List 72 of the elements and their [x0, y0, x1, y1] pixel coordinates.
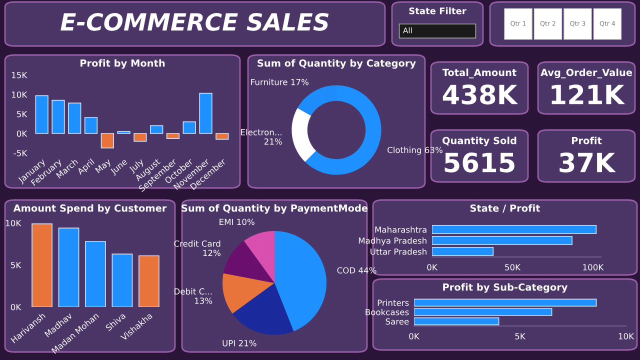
bar [35, 95, 48, 134]
bar [432, 236, 572, 246]
bar [216, 133, 229, 140]
x-tick-label: 0K [427, 264, 438, 270]
slice-label: Clothing 63% [388, 146, 442, 155]
bar [134, 133, 147, 142]
pie-slice [244, 231, 274, 283]
bar [199, 92, 212, 134]
chart-title: Sum of Quantity by PaymentMode [182, 204, 368, 214]
bar [58, 228, 80, 307]
bar [166, 133, 180, 139]
bar [182, 121, 196, 134]
chart-title: Amount Spend by Customer [13, 204, 167, 214]
y-tick-label: Uttar Pradesh [370, 248, 426, 255]
y-tick-label: -5K [14, 150, 28, 156]
slice-label: UPI 21% [222, 340, 256, 346]
bar [85, 241, 106, 307]
pie-slice [223, 240, 274, 283]
x-tick-label: 10K [618, 333, 634, 340]
donut-slice [292, 108, 316, 162]
text: 5615 [444, 152, 514, 172]
bar [432, 224, 597, 234]
y-tick-label: Saree [386, 318, 409, 325]
bar [68, 102, 82, 134]
y-tick-label: 5K [17, 111, 28, 118]
y-tick-label: 10K [12, 91, 28, 98]
bar [84, 117, 98, 134]
x-tick-label: 50K [505, 264, 521, 270]
y-tick-label: 0K [10, 304, 22, 310]
y-tick-label: Madhya Pradesh [358, 237, 426, 246]
bar [150, 125, 164, 134]
pie-slice [274, 231, 326, 332]
text: Avg_Order_Value [540, 68, 632, 78]
chart-title: Profit by Sub-Category [443, 283, 568, 293]
text: Quantity Sold [442, 136, 516, 146]
pie-slice [232, 283, 294, 335]
text: E-COMMERCE SALES [60, 12, 329, 31]
slice-label: Credit Card [174, 240, 220, 247]
slice-label: Debit C... [174, 288, 212, 295]
slice-label: COD 44% [337, 267, 376, 274]
bar [32, 223, 52, 307]
text: 121K [552, 84, 626, 104]
chart-title: Profit by Month [80, 59, 165, 69]
data-label: 21% [264, 138, 282, 145]
y-tick-label: Bookcases [366, 308, 409, 316]
slice-label: Electron... [241, 128, 282, 136]
bar [112, 254, 133, 307]
y-tick-label: Printers [378, 300, 409, 306]
text: 438K [442, 84, 518, 104]
y-tick-label: 0K [16, 130, 28, 137]
x-tick-label: May [95, 158, 112, 175]
bar [52, 100, 65, 134]
y-tick-label: 10K [6, 220, 22, 226]
data-label: 12% [203, 250, 220, 256]
slice-label: Furniture 17% [251, 78, 308, 86]
x-tick-label: 5K [515, 333, 526, 340]
text: State Filter [409, 7, 466, 14]
x-tick-label: 100K [583, 264, 604, 270]
x-tick-label: 0K [409, 333, 420, 340]
y-tick-label: Maharashtra [375, 226, 426, 233]
data-label: 13% [194, 298, 212, 304]
text: 37K [560, 152, 616, 172]
pie-slice [222, 273, 274, 314]
y-tick-label: 15K [12, 72, 28, 78]
text: Total_Amount [442, 68, 516, 78]
slice-label: EMI 10% [220, 218, 254, 226]
chart-title: State / Profit [470, 204, 540, 213]
text: Profit [572, 136, 602, 144]
bar [138, 255, 160, 307]
bar [100, 133, 114, 148]
chart-title: Sum of Quantity by Category [258, 59, 416, 69]
bar [432, 246, 494, 256]
